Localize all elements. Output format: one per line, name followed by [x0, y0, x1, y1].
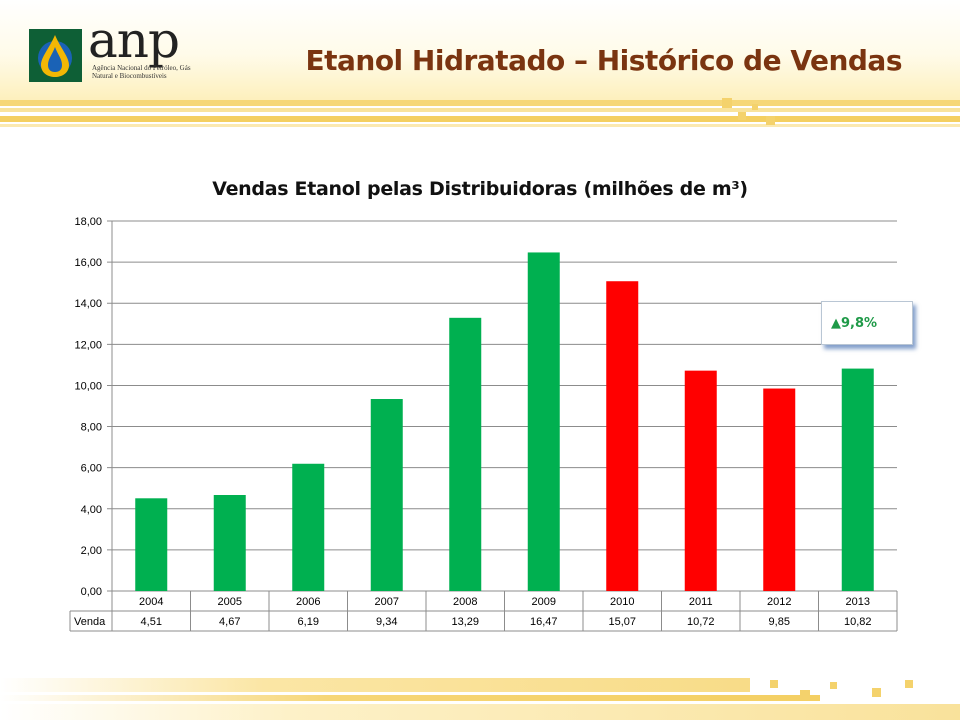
bar	[135, 498, 168, 591]
data-label: 10,72	[687, 616, 715, 628]
header-decoration	[752, 104, 758, 110]
header-stripe	[0, 100, 960, 106]
bar	[606, 281, 639, 591]
x-tick-label: 2007	[375, 596, 399, 608]
footer-decoration	[770, 680, 778, 688]
data-label: 10,82	[844, 616, 872, 628]
data-label: 4,67	[219, 616, 240, 628]
bar	[449, 317, 482, 591]
x-tick-label: 2009	[532, 596, 556, 608]
footer-stripe	[0, 678, 750, 692]
y-tick-label: 4,00	[81, 504, 102, 516]
x-tick-label: 2011	[689, 596, 713, 608]
y-tick-label: 2,00	[81, 545, 102, 557]
x-tick-label: 2004	[139, 596, 163, 608]
data-label: 16,47	[530, 616, 558, 628]
y-tick-label: 18,00	[74, 216, 102, 228]
bar	[292, 463, 325, 591]
x-tick-label: 2006	[296, 596, 320, 608]
data-label: 15,07	[608, 616, 636, 628]
x-tick-label: 2008	[453, 596, 477, 608]
header-decoration	[766, 116, 775, 125]
page-title: Etanol Hidratado – Histórico de Vendas	[305, 44, 902, 77]
footer-stripe	[0, 704, 960, 720]
x-tick-label: 2010	[610, 596, 634, 608]
y-tick-label: 14,00	[74, 298, 102, 310]
footer-stripe	[0, 695, 820, 701]
data-label: 6,19	[298, 616, 319, 628]
bar	[213, 495, 246, 591]
x-tick-label: 2013	[846, 596, 870, 608]
data-label: 9,34	[376, 616, 397, 628]
y-tick-label: 8,00	[81, 422, 102, 434]
logo-wordmark: anp	[88, 11, 180, 69]
y-tick-label: 6,00	[81, 463, 102, 475]
bar	[841, 368, 874, 591]
data-label: 9,85	[769, 616, 790, 628]
header-stripe	[0, 124, 960, 127]
bar	[684, 370, 717, 591]
header-decoration	[738, 112, 746, 120]
growth-callout: ▲9,8%	[821, 301, 913, 345]
anp-logo-icon	[29, 29, 82, 82]
footer-decoration	[872, 688, 881, 697]
bar	[763, 388, 796, 591]
bar	[527, 252, 560, 591]
footer-decoration	[830, 682, 837, 689]
data-label: 4,51	[141, 616, 162, 628]
header-band	[0, 0, 960, 100]
header-stripe	[0, 108, 960, 112]
header-decoration	[722, 98, 732, 108]
chart-title: Vendas Etanol pelas Distribuidoras (milh…	[212, 178, 748, 200]
logo-subtitle: Agência Nacional do Petróleo, Gás Natura…	[92, 64, 191, 80]
y-tick-label: 16,00	[74, 257, 102, 269]
y-tick-label: 10,00	[74, 380, 102, 392]
x-tick-label: 2012	[767, 596, 791, 608]
growth-callout-text: ▲9,8%	[831, 315, 878, 331]
bar	[370, 399, 403, 591]
table-row-label: Venda	[74, 616, 106, 628]
y-tick-label: 12,00	[74, 339, 102, 351]
data-label: 13,29	[451, 616, 479, 628]
footer-decoration	[800, 690, 810, 700]
footer-decoration	[905, 680, 913, 688]
y-tick-label: 0,00	[81, 586, 102, 598]
x-tick-label: 2005	[218, 596, 242, 608]
header-stripe	[0, 116, 960, 122]
